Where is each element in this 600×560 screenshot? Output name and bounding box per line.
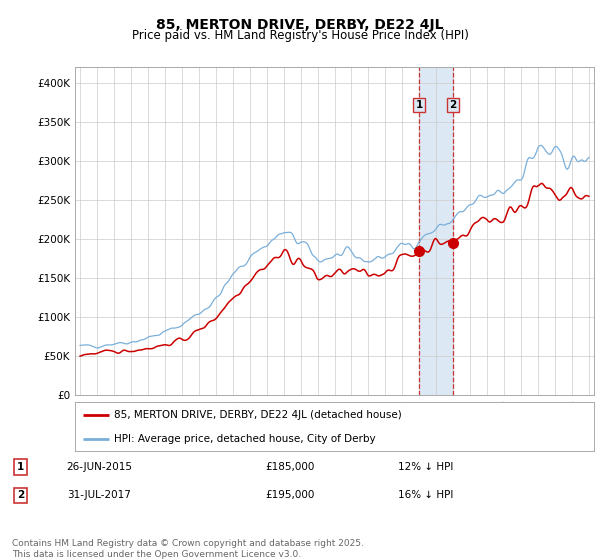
Text: 16% ↓ HPI: 16% ↓ HPI [398,491,453,501]
Text: 1: 1 [416,100,423,110]
Text: Price paid vs. HM Land Registry's House Price Index (HPI): Price paid vs. HM Land Registry's House … [131,29,469,42]
Text: 2: 2 [17,491,24,501]
Text: 26-JUN-2015: 26-JUN-2015 [67,461,133,472]
Text: 85, MERTON DRIVE, DERBY, DE22 4JL (detached house): 85, MERTON DRIVE, DERBY, DE22 4JL (detac… [114,410,401,420]
Text: 85, MERTON DRIVE, DERBY, DE22 4JL: 85, MERTON DRIVE, DERBY, DE22 4JL [156,18,444,32]
Text: HPI: Average price, detached house, City of Derby: HPI: Average price, detached house, City… [114,434,376,444]
Text: Contains HM Land Registry data © Crown copyright and database right 2025.
This d: Contains HM Land Registry data © Crown c… [12,539,364,559]
Text: £195,000: £195,000 [265,491,315,501]
Text: 12% ↓ HPI: 12% ↓ HPI [398,461,453,472]
Bar [419,67,453,395]
Text: £185,000: £185,000 [265,461,315,472]
Text: 31-JUL-2017: 31-JUL-2017 [67,491,131,501]
Text: 1: 1 [17,461,24,472]
Text: 2: 2 [449,100,457,110]
